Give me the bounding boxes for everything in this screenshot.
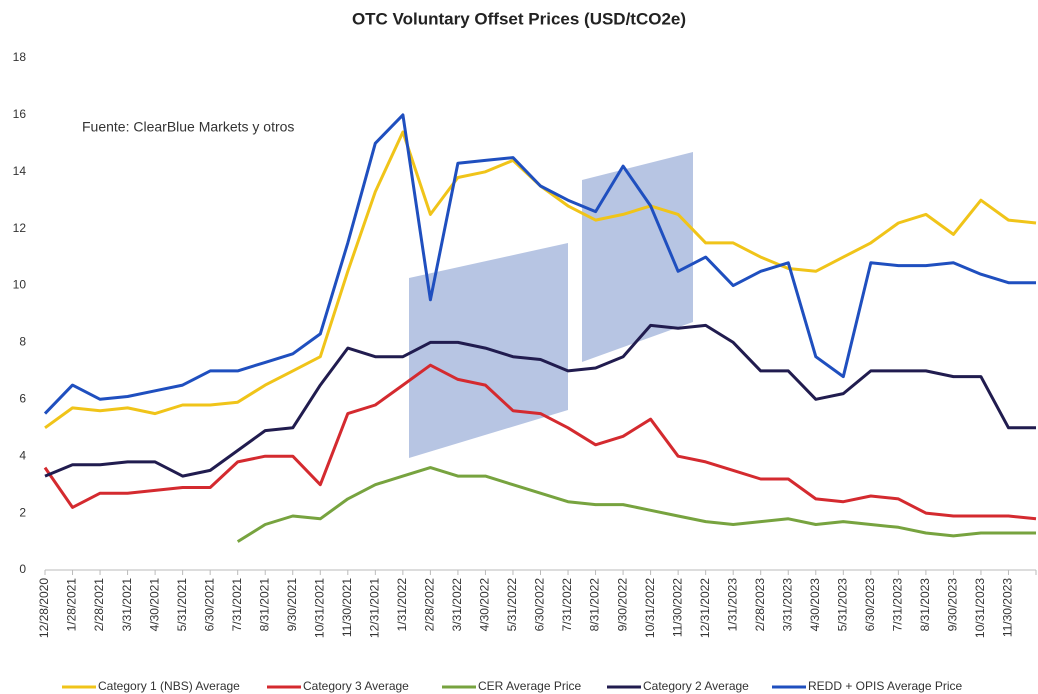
y-tick-label: 6 [19,392,26,406]
x-tick-label: 8/31/2022 [588,578,602,632]
x-tick-label: 8/31/2023 [918,578,932,632]
y-tick-label: 4 [19,448,26,462]
x-tick-label: 2/28/2021 [92,578,106,632]
x-tick-label: 1/31/2023 [725,578,739,632]
x-tick-label: 9/30/2022 [615,578,629,632]
x-tick-label: 3/31/2021 [120,578,134,632]
chart-title: OTC Voluntary Offset Prices (USD/tCO2e) [352,9,686,28]
y-tick-label: 16 [13,107,27,121]
x-tick-label: 10/31/2022 [643,578,657,638]
legend-label: CER Average Price [478,679,581,693]
x-tick-label: 5/31/2023 [835,578,849,632]
x-tick-label: 12/31/2021 [368,578,382,638]
highlight-band [582,152,693,362]
x-tick-label: 11/30/2021 [340,578,354,637]
x-tick-label: 12/31/2022 [698,578,712,638]
x-tick-label: 7/31/2023 [891,578,905,632]
line-series [44,323,1036,478]
x-tick-label: 6/30/2023 [863,578,877,632]
legend-label: Category 3 Average [303,679,409,693]
x-tick-label: 5/31/2021 [175,578,189,632]
y-tick-label: 10 [13,278,27,292]
x-tick-label: 9/30/2023 [946,578,960,632]
x-tick-label: 4/30/2023 [808,578,822,632]
x-tick-label: 11/30/2022 [670,578,684,637]
y-tick-label: 14 [13,164,27,178]
legend-label: Category 1 (NBS) Average [98,679,240,693]
x-tick-label: 4/30/2021 [147,578,161,632]
legend-label: Category 2 Average [643,679,749,693]
x-tick-label: 10/31/2021 [312,578,326,638]
line-series [43,113,1036,415]
line-series [43,363,1037,521]
y-tick-label: 12 [13,221,27,235]
x-tick-label: 4/30/2022 [478,578,492,632]
y-tick-label: 8 [19,335,26,349]
x-tick-label: 11/30/2023 [1001,578,1015,637]
x-tick-label: 2/28/2023 [753,578,767,632]
y-tick-label: 0 [19,562,26,576]
line-series [236,466,1036,543]
x-tick-label: 2/28/2022 [423,578,437,632]
x-tick-label: 3/31/2022 [450,578,464,632]
x-tick-label: 5/31/2022 [505,578,519,632]
x-tick-label: 7/31/2022 [560,578,574,632]
x-tick-label: 1/31/2022 [395,578,409,632]
x-tick-label: 8/31/2021 [257,578,271,632]
x-tick-label: 6/30/2021 [202,578,216,632]
x-tick-label: 6/30/2022 [533,578,547,632]
x-tick-label: 1/28/2021 [65,578,79,632]
annotation: Fuente: ClearBlue Markets y otros [82,119,294,135]
y-tick-label: 18 [13,50,27,64]
x-tick-label: 7/31/2021 [230,578,244,632]
y-tick-label: 2 [19,505,26,519]
x-tick-label: 10/31/2023 [973,578,987,638]
x-tick-label: 3/31/2023 [780,578,794,632]
x-tick-label: 9/30/2021 [285,578,299,632]
x-tick-label: 12/28/2020 [37,578,51,638]
legend-label: REDD + OPIS Average Price [808,679,963,693]
